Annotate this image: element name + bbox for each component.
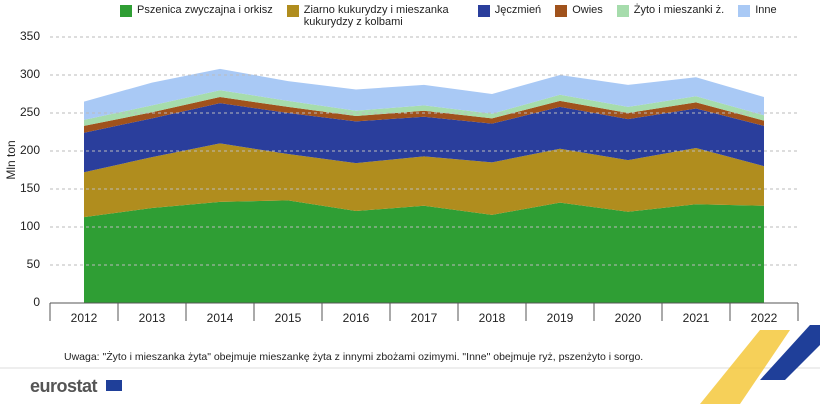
y-tick-label: 350: [20, 29, 40, 43]
legend-item: Żyto i mieszanki ż.: [616, 4, 725, 17]
decor: [760, 325, 820, 380]
legend-label: Pszenica zwyczajna i orkisz: [137, 4, 273, 16]
x-tick-label: 2018: [479, 311, 506, 325]
eu-flag: [106, 380, 122, 391]
x-tick-label: 2015: [275, 311, 302, 325]
legend: Pszenica zwyczajna i orkisz Ziarno kukury…: [120, 4, 777, 28]
footnote: Uwaga: "Żyto i mieszanka żyta" obejmuje …: [64, 351, 644, 363]
legend-item: Jęczmień: [477, 4, 542, 17]
y-tick-label: 100: [20, 219, 40, 233]
legend-swatch: [120, 5, 132, 17]
legend-label: Owies: [572, 4, 603, 16]
x-tick-label: 2014: [207, 311, 234, 325]
x-tick-label: 2022: [751, 311, 778, 325]
legend-item: Inne: [738, 4, 777, 17]
decor: [700, 330, 790, 404]
x-tick-label: 2019: [547, 311, 574, 325]
y-tick-label: 300: [20, 67, 40, 81]
y-tick-label: 150: [20, 181, 40, 195]
x-tick-label: 2013: [139, 311, 166, 325]
area: [84, 90, 764, 126]
x-tick-label: 2017: [411, 311, 438, 325]
area: [84, 103, 764, 173]
legend-label: Żyto i mieszanki ż.: [633, 4, 725, 16]
legend-label: Ziarno kukurydzy i mieszanka kukurydzy z…: [303, 4, 449, 28]
legend-swatch: [616, 5, 629, 17]
y-tick-label: 200: [20, 143, 40, 157]
legend-item: Ziarno kukurydzy i mieszanka kukurydzy z…: [286, 4, 464, 28]
x-tick-label: 2016: [343, 311, 370, 325]
legend-label: Inne: [755, 4, 777, 16]
area: [84, 97, 764, 133]
y-tick-label: 0: [33, 295, 40, 309]
y-tick-label: 250: [20, 105, 40, 119]
logo: eurostat: [30, 376, 98, 396]
y-axis-label: Mln ton: [4, 140, 18, 179]
legend-label: Jęczmień: [494, 4, 542, 16]
legend-swatch: [286, 5, 299, 17]
legend-swatch: [555, 5, 568, 17]
legend-item: Owies: [555, 4, 603, 17]
legend-swatch: [477, 5, 490, 17]
x-tick-label: 2020: [615, 311, 642, 325]
y-tick-label: 50: [27, 257, 41, 271]
area: [84, 68, 764, 120]
x-tick-label: 2021: [683, 311, 710, 325]
x-tick-label: 2012: [71, 311, 98, 325]
area: [84, 200, 764, 303]
area: [84, 143, 764, 218]
plot: [84, 68, 764, 303]
legend-swatch: [738, 5, 751, 17]
legend-item: Pszenica zwyczajna i orkisz: [120, 4, 273, 17]
